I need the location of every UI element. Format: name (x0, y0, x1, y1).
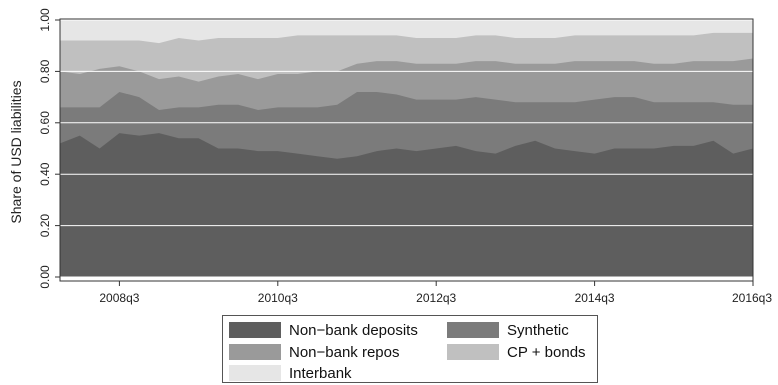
y-tick-label: 0.00 (38, 265, 52, 289)
area-layers (60, 20, 753, 278)
legend-label: Non−bank repos (289, 343, 400, 361)
y-axis: 0.00 0.20 0.40 0.60 0.80 1.00 (38, 8, 60, 289)
y-tick-label: 1.00 (38, 8, 52, 32)
legend-label: Interbank (289, 364, 352, 382)
legend-label: Synthetic (507, 321, 569, 339)
y-tick-label: 0.80 (38, 59, 52, 83)
y-axis-title: Share of USD liabilities (8, 80, 24, 223)
area-non-bank-deposits (60, 133, 753, 277)
legend-swatch (229, 322, 281, 338)
legend-item-interbank: Interbank (229, 364, 352, 382)
legend-item-synthetic: Synthetic (447, 321, 569, 339)
x-tick-label: 2014q3 (575, 291, 615, 305)
legend-swatch (229, 344, 281, 360)
legend-swatch (229, 365, 281, 381)
legend-label: Non−bank deposits (289, 321, 418, 339)
x-axis: 2008q3 2010q3 2012q3 2014q3 2016q3 (99, 281, 772, 305)
x-tick-label: 2008q3 (99, 291, 139, 305)
y-tick-label: 0.40 (38, 162, 52, 186)
x-tick-label: 2012q3 (416, 291, 456, 305)
plot-frame (59, 18, 754, 282)
legend: Non−bank deposits Synthetic Non−bank rep… (222, 315, 598, 383)
legend-swatch (447, 344, 499, 360)
y-tick-label: 0.60 (38, 111, 52, 135)
x-tick-label: 2010q3 (258, 291, 298, 305)
legend-item-non-bank-deposits: Non−bank deposits (229, 321, 418, 339)
legend-label: CP + bonds (507, 343, 586, 361)
x-tick-label: 2016q3 (732, 291, 772, 305)
grid-lines (60, 19, 753, 278)
legend-item-non-bank-repos: Non−bank repos (229, 343, 400, 361)
legend-item-cp-bonds: CP + bonds (447, 343, 586, 361)
legend-swatch (447, 322, 499, 338)
y-tick-label: 0.20 (38, 214, 52, 238)
